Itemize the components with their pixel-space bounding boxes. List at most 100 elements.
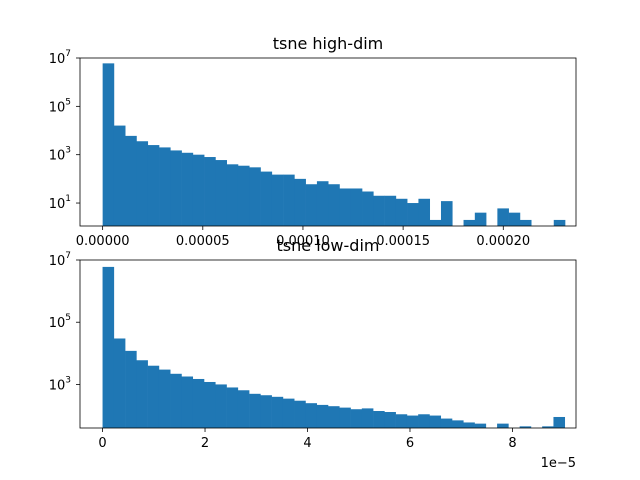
- x-tick-label: 0.00000: [76, 234, 130, 249]
- histogram-bar: [384, 195, 397, 226]
- chart-title: tsne high-dim: [273, 34, 384, 53]
- histogram-bar: [362, 191, 374, 226]
- x-axis-offset-label: 1e−5: [541, 456, 576, 471]
- histogram-bar: [249, 393, 261, 428]
- x-tick-label: 0.00015: [376, 234, 430, 249]
- histogram-bar: [192, 154, 205, 226]
- histogram-bar: [102, 63, 115, 226]
- y-tick-label: 103: [49, 146, 71, 164]
- histogram-bar: [384, 412, 396, 428]
- histogram-bar: [215, 160, 227, 226]
- histogram-bar: [226, 164, 239, 226]
- histogram-bar: [305, 403, 318, 428]
- histogram-bar: [136, 141, 149, 226]
- histogram-bar: [406, 415, 419, 428]
- histogram-bar: [407, 203, 419, 226]
- histogram-bar: [418, 414, 430, 428]
- y-axis: 103 105 107: [49, 251, 80, 393]
- x-tick-label: 0.00005: [176, 234, 230, 249]
- histogram-bar: [181, 152, 194, 226]
- histogram-bar: [463, 219, 476, 226]
- bars-group: [102, 266, 566, 428]
- histogram-bar: [328, 184, 340, 226]
- histogram-bar: [181, 376, 194, 428]
- x-tick-label: 0.00020: [476, 234, 530, 249]
- x-tick-label: 2: [201, 436, 209, 451]
- y-tick-label: 105: [49, 97, 71, 115]
- histogram-bar: [260, 395, 272, 428]
- histogram-bar: [249, 167, 261, 226]
- histogram-bar: [440, 201, 453, 226]
- plot-frame: [79, 259, 577, 429]
- histogram-bar: [328, 406, 340, 428]
- histogram-bar: [170, 373, 182, 428]
- histogram-bar: [350, 188, 363, 226]
- histogram-bar: [463, 422, 475, 428]
- histogram-bar: [361, 408, 374, 428]
- histogram-bar: [553, 219, 566, 226]
- histogram-bar: [237, 390, 250, 428]
- bars-group: [102, 63, 566, 226]
- histogram-bar: [271, 174, 284, 226]
- histogram-bar: [339, 407, 351, 428]
- histogram-bar: [305, 184, 318, 226]
- histogram-bar: [260, 171, 273, 226]
- histogram-bar: [125, 135, 137, 226]
- plot-frame: [79, 57, 577, 227]
- panel-low-dim: tsne low-dim 0 2 4 6 8 103 105 107 1e−5: [49, 236, 577, 471]
- y-tick-label: 107: [49, 49, 71, 67]
- histogram-bar: [553, 416, 566, 428]
- histogram-bar: [508, 212, 521, 226]
- x-tick-label: 6: [406, 436, 414, 451]
- histogram-bar: [282, 398, 295, 428]
- histogram-bar: [316, 404, 329, 428]
- x-tick-label: 8: [508, 436, 516, 451]
- histogram-bar: [497, 208, 509, 226]
- histogram-bar: [418, 198, 431, 226]
- x-axis: 0.00000 0.00005 0.00010 0.00015 0.00020: [76, 226, 530, 249]
- histogram-bar: [440, 418, 453, 428]
- histogram-bar: [542, 426, 554, 428]
- histogram-bar: [294, 400, 306, 428]
- histogram-bar: [395, 198, 408, 226]
- histogram-bar: [147, 145, 160, 226]
- chart-title: tsne low-dim: [277, 236, 380, 255]
- histogram-bar: [204, 381, 216, 428]
- histogram-bar: [226, 387, 239, 428]
- histogram-bar: [294, 178, 306, 226]
- histogram-bar: [316, 181, 329, 226]
- histogram-bar: [519, 426, 532, 428]
- histogram-bar: [429, 415, 442, 428]
- histogram-bar: [159, 147, 171, 226]
- histogram-bar: [215, 384, 227, 428]
- histogram-bar: [350, 409, 363, 428]
- x-axis: 0 2 4 6 8: [98, 428, 517, 451]
- histogram-bar: [283, 174, 295, 226]
- y-tick-label: 101: [49, 194, 71, 212]
- histogram-bar: [395, 414, 408, 428]
- histogram-bar: [452, 420, 464, 428]
- panel-high-dim: tsne high-dim 0.00000 0.00005 0.00010 0.000…: [49, 34, 577, 249]
- y-tick-label: 107: [49, 251, 71, 269]
- histogram-bar: [497, 423, 509, 428]
- histogram-bar: [237, 165, 250, 226]
- histogram-bar: [136, 360, 148, 428]
- y-tick-label: 103: [49, 375, 71, 393]
- histogram-bar: [113, 338, 126, 428]
- histogram-bar: [192, 378, 205, 428]
- histogram-bar: [125, 350, 137, 428]
- histogram-bar: [474, 212, 487, 226]
- histogram-bar: [170, 150, 182, 226]
- histogram-bar: [373, 195, 385, 226]
- histogram-bar: [271, 396, 284, 428]
- histogram-bar: [429, 219, 442, 226]
- histogram-bar: [204, 157, 216, 226]
- histogram-bar: [373, 411, 385, 428]
- y-axis: 101 103 105 107: [49, 49, 80, 212]
- histogram-bar: [113, 125, 126, 226]
- histogram-bar: [474, 423, 487, 428]
- x-tick-label: 4: [303, 436, 311, 451]
- histogram-bar: [102, 266, 115, 428]
- y-tick-label: 105: [49, 313, 71, 331]
